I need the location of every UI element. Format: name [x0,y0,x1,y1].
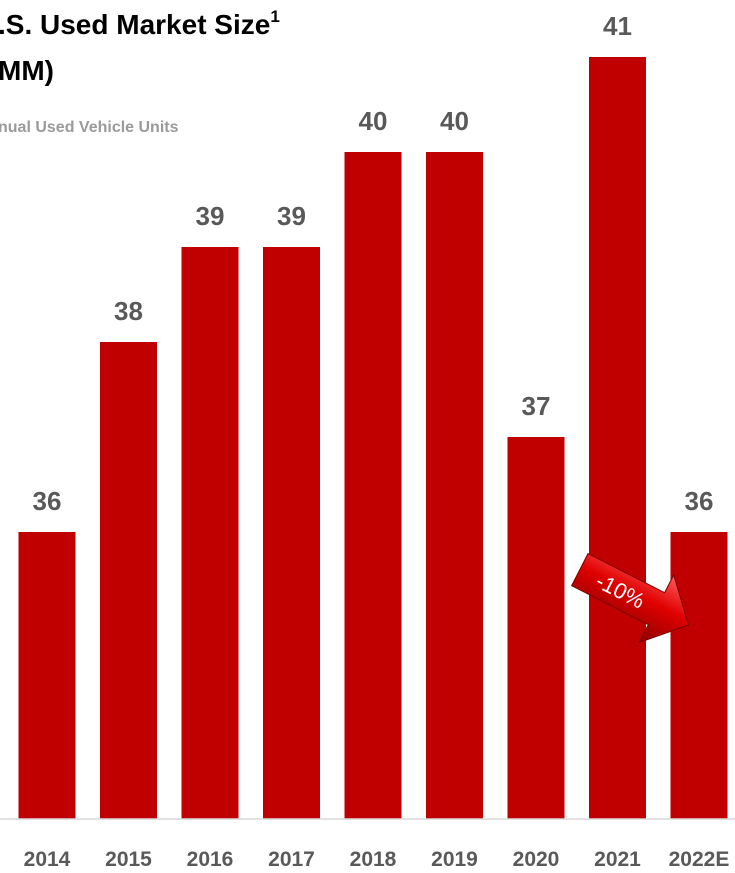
bar-2020 [507,437,565,819]
category-label-2020: 2020 [513,848,560,871]
value-label-2021: 41 [603,11,632,41]
value-label-2020: 37 [522,391,551,421]
bar-2015 [100,342,157,819]
chart-title-line2: MM) [0,55,54,86]
value-label-2014: 36 [33,486,62,516]
category-label-2018: 2018 [350,848,397,871]
bar-2019 [426,152,483,819]
bar-2017 [263,247,320,819]
category-labels-group: 2014 2015 2016 2017 2018 2019 2020 2021 2022E [24,848,730,871]
value-labels-group: 36 38 39 39 40 40 37 41 36 [33,11,714,516]
category-label-2017: 2017 [268,848,315,871]
value-label-2017: 39 [277,201,306,231]
bar-2016 [181,247,239,819]
category-label-2021: 2021 [594,848,641,871]
value-label-2022E: 36 [685,486,714,516]
chart-title: .S. Used Market Size1 [0,7,280,40]
category-label-2015: 2015 [105,848,152,871]
value-label-2015: 38 [114,296,143,326]
bar-2022E [670,532,728,819]
bars-group [18,57,728,819]
category-label-2019: 2019 [431,848,478,871]
bar-2018 [344,152,402,819]
category-label-2016: 2016 [187,848,234,871]
value-label-2018: 40 [359,106,388,136]
bar-2021 [589,57,646,819]
chart-subtitle: nual Used Vehicle Units [0,119,179,136]
bar-2014 [18,532,76,819]
value-label-2016: 39 [196,201,225,231]
category-label-2022E: 2022E [669,848,730,871]
value-label-2019: 40 [440,106,469,136]
category-label-2014: 2014 [24,848,71,871]
arrow-down-right-icon [570,552,690,644]
